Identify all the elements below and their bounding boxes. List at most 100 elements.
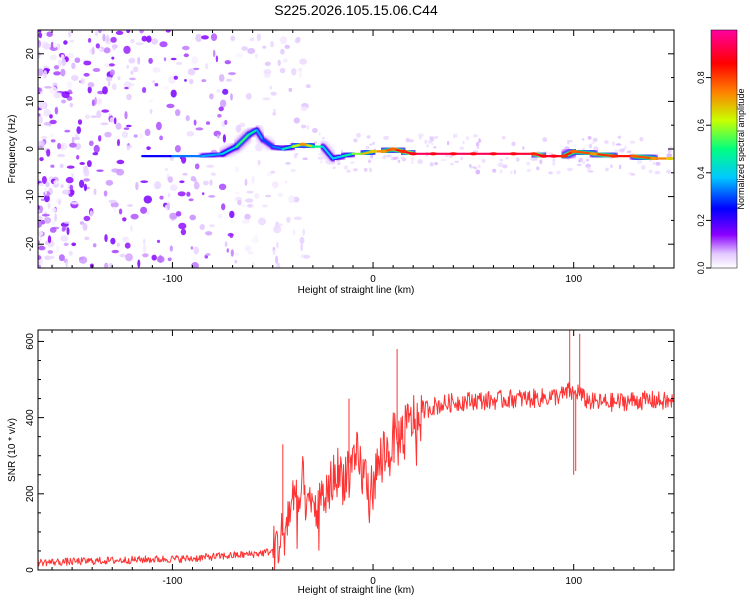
noise-blob [275,255,279,264]
noise-blob [224,241,228,247]
noise-blob [190,176,196,182]
noise-blob [117,76,121,80]
colorbar-tick-label: 0.8 [696,71,706,84]
noise-blob [51,220,56,226]
noise-blob [49,114,53,119]
noise-blob [297,68,303,72]
noise-blob [429,137,435,142]
noise-blob [130,38,135,44]
noise-blob [106,34,110,43]
figure-title: S225.2026.105.15.06.C44 [274,2,438,18]
noise-blob [124,242,131,249]
noise-blob [82,223,88,231]
noise-blob [173,75,178,80]
noise-blob [44,187,47,196]
noise-blob [191,56,198,65]
ridge-segment [247,128,258,136]
noise-blob [88,38,92,43]
noise-blob [586,167,592,172]
noise-blob [61,189,71,195]
noise-blob [585,163,591,168]
noise-blob [293,153,298,159]
noise-blob [276,262,281,268]
noise-blob [163,57,167,62]
noise-blob [167,192,171,198]
noise-blob [300,106,308,112]
noise-blob [578,160,581,163]
noise-blob [321,137,325,140]
snr-axes: -100 0 100 0 200 400 600 [25,330,675,587]
noise-blob [133,134,138,138]
noise-blob [38,87,43,93]
noise-blob [266,171,272,177]
noise-blob [83,72,90,77]
noise-blob [39,157,44,162]
noise-blob [393,156,398,160]
noise-blob [89,210,94,218]
noise-blob [302,228,306,237]
noise-blob [143,238,146,245]
noise-blob [177,191,186,197]
noise-blob [167,257,172,262]
noise-blob [115,122,122,130]
noise-blob [156,121,162,131]
noise-blob [478,138,481,144]
noise-blob [66,165,75,169]
noise-blob [130,70,134,75]
noise-blob [629,140,636,144]
noise-blob [47,235,52,244]
ridge-point [529,152,538,156]
noise-blob [478,164,481,168]
noise-blob [83,168,90,177]
noise-blob [175,211,182,217]
noise-blob [93,188,97,196]
noise-blob [218,183,227,190]
noise-blob [279,36,288,45]
noise-blob [206,121,210,125]
noise-blob [63,221,71,224]
noise-blob [261,204,268,208]
noise-blob [224,119,228,125]
noise-blob [146,35,152,43]
x-tick-label: 0 [370,576,376,587]
noise-blob [222,88,229,95]
colorbar-tick-label: 0.0 [696,262,706,275]
noise-blob [104,234,108,243]
noise-blob [364,167,368,172]
y-tick-label: 200 [25,485,36,502]
noise-blob [44,86,52,89]
noise-blob [60,235,69,242]
noise-blob [53,92,62,99]
noise-blob [138,133,144,139]
noise-blob [100,122,109,126]
noise-blob [499,169,503,174]
ridge-point [539,154,548,158]
noise-blob [199,224,205,230]
noise-blob [51,207,57,213]
noise-blob [258,217,266,226]
noise-blob [270,170,276,174]
noise-blob [581,138,585,141]
noise-blob [217,134,220,139]
noise-blob [648,169,653,174]
snr-xlabel: Height of straight line (km) [298,585,415,596]
noise-blob [103,190,108,197]
noise-blob [245,198,254,203]
noise-blob [76,155,80,160]
noise-blob [40,136,48,139]
noise-blob [210,172,216,176]
noise-blob [45,181,50,188]
noise-blob [121,131,129,139]
noise-blob [128,57,136,64]
noise-blob [587,136,592,140]
noise-blob [312,128,318,133]
noise-blob [92,152,99,156]
noise-blob [113,206,117,213]
noise-blob [143,195,152,204]
noise-blob [241,219,250,224]
noise-blob [92,68,101,72]
noise-blob [59,163,64,169]
noise-blob [44,217,52,224]
noise-blob [47,202,51,210]
noise-blob [294,37,300,44]
